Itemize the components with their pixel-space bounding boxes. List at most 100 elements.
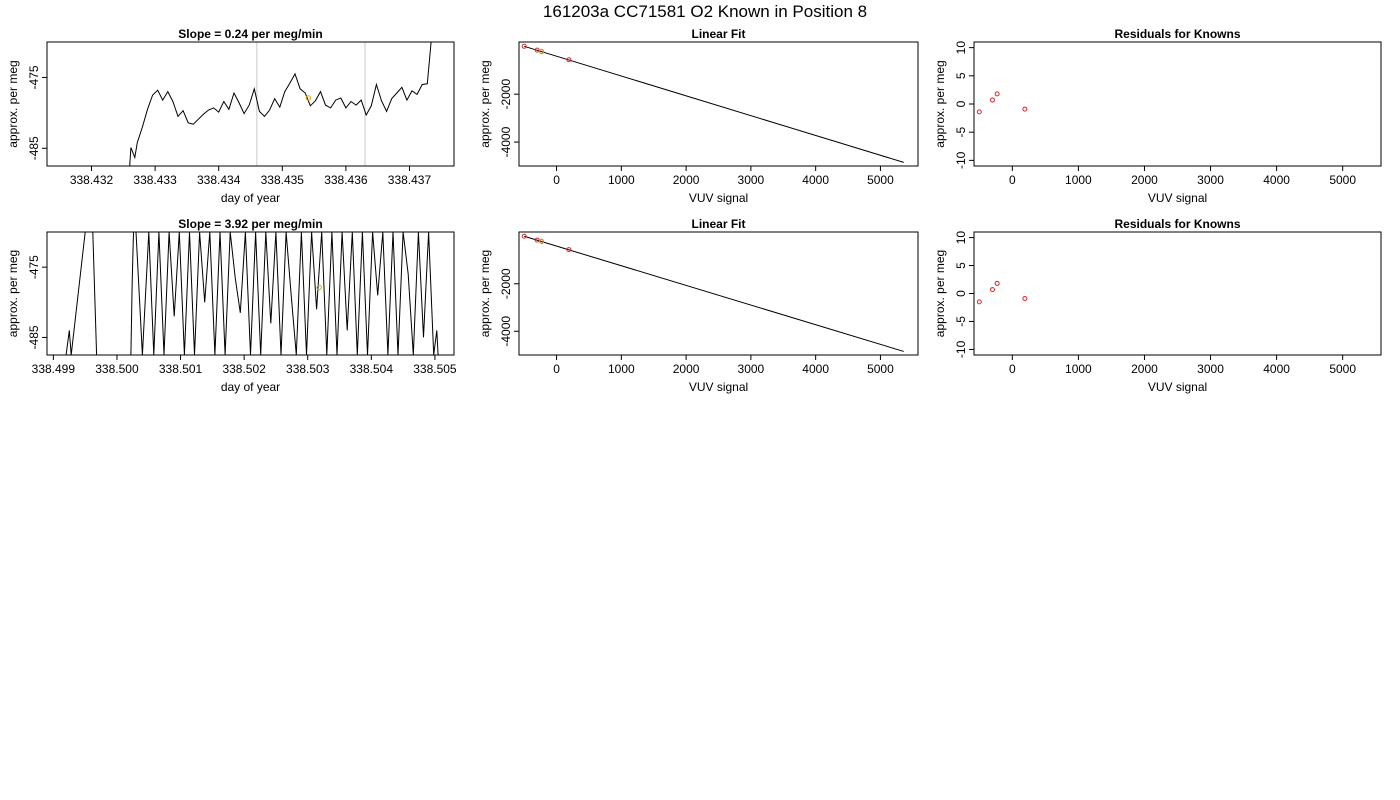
y-axis-label: approx. per meg	[478, 60, 492, 147]
x-tick-label: 2000	[673, 362, 700, 376]
panel-title: Residuals for Knowns	[1114, 27, 1240, 41]
y-tick-label: -5	[954, 316, 968, 327]
x-tick-label: 338.503	[286, 362, 330, 376]
x-tick-label: 5000	[1329, 173, 1356, 187]
series-line	[65, 232, 439, 355]
x-tick-label: 0	[553, 362, 560, 376]
x-tick-label: 338.500	[95, 362, 139, 376]
x-tick-label: 5000	[867, 173, 894, 187]
x-tick-label: 3000	[1197, 362, 1224, 376]
y-tick-label: -2000	[499, 268, 513, 299]
panel-residuals-1: Residuals for Knowns 0 1000 2000 3000 4000 500…	[933, 27, 1382, 205]
x-tick-label: 338.502	[222, 362, 266, 376]
y-tick-label: 0	[954, 100, 968, 107]
panel-title: Linear Fit	[691, 27, 745, 41]
data-point	[566, 57, 572, 63]
y-tick-label: 5	[954, 262, 968, 269]
x-tick-label: 338.435	[261, 173, 305, 187]
y-tick-label: -485	[27, 325, 41, 349]
y-tick-label: -5	[954, 127, 968, 138]
marker-point	[316, 284, 322, 291]
x-tick-label: 5000	[867, 362, 894, 376]
panels: Slope = 0.24 per meg/min 338.432 338.433 33…	[6, 27, 1382, 394]
y-axis-label: approx. per meg	[933, 60, 947, 147]
y-tick-label: 10	[954, 231, 968, 245]
panel-residuals-2: Residuals for Knowns 0 1000 2000 3000 4000 500…	[933, 217, 1382, 394]
panel-timeseries-1: Slope = 0.24 per meg/min 338.432 338.433 33…	[6, 27, 455, 205]
x-tick-label: 4000	[802, 173, 829, 187]
x-tick-label: 338.432	[70, 173, 114, 187]
series-line	[129, 42, 432, 166]
data-point	[534, 237, 540, 243]
x-tick-label: 4000	[1263, 173, 1290, 187]
x-axis-label: VUV signal	[1148, 380, 1207, 394]
y-tick-label: -475	[27, 255, 41, 279]
x-axis-label: day of year	[221, 380, 280, 394]
data-point	[976, 109, 982, 115]
data-point	[994, 91, 1000, 97]
data-point	[990, 97, 995, 103]
x-tick-label: 3000	[738, 173, 765, 187]
x-tick-label: 1000	[608, 173, 635, 187]
y-tick-label: 0	[954, 290, 968, 297]
y-tick-label: -4000	[499, 316, 513, 347]
x-tick-label: 338.436	[324, 173, 368, 187]
fit-line	[524, 45, 904, 163]
x-tick-label: 0	[1009, 362, 1016, 376]
x-tick-label: 1000	[1065, 173, 1092, 187]
plot-frame	[518, 41, 919, 167]
y-axis-label: approx. per meg	[6, 60, 20, 147]
x-tick-label: 338.505	[413, 362, 457, 376]
y-tick-label: 10	[954, 41, 968, 55]
highlight-point	[539, 48, 545, 54]
panel-title: Slope = 3.92 per meg/min	[178, 217, 322, 231]
x-axis-label: VUV signal	[689, 380, 748, 394]
panel-linear-fit-2: Linear Fit 0 1000 2000 3000 4000 5000 -2000 -400…	[478, 217, 919, 394]
data-point	[1022, 296, 1028, 302]
x-tick-label: 2000	[1131, 173, 1158, 187]
x-tick-label: 338.504	[350, 362, 394, 376]
x-tick-label: 0	[553, 173, 560, 187]
data-point	[521, 233, 527, 239]
y-axis-label: approx. per meg	[478, 250, 492, 337]
panel-title: Slope = 0.24 per meg/min	[178, 27, 322, 41]
fit-line	[524, 235, 904, 352]
data-point	[521, 43, 527, 49]
panel-title: Linear Fit	[691, 217, 745, 231]
data-point	[976, 299, 982, 305]
panel-linear-fit-1: Linear Fit 0 1000 2000 3000 4000 5000 -2000 -400…	[478, 27, 919, 205]
highlight-point	[539, 238, 545, 244]
x-tick-label: 338.433	[133, 173, 177, 187]
x-tick-label: 3000	[738, 362, 765, 376]
figure-title: 161203a CC71581 O2 Known in Position 8	[543, 2, 867, 21]
y-tick-label: -10	[954, 151, 968, 169]
data-point	[534, 47, 540, 53]
data-point	[990, 287, 995, 293]
plot-frame	[46, 231, 455, 356]
y-tick-label: 5	[954, 72, 968, 79]
x-tick-label: 2000	[673, 173, 700, 187]
data-point	[566, 247, 572, 253]
x-tick-label: 338.501	[159, 362, 203, 376]
x-tick-label: 5000	[1329, 362, 1356, 376]
y-axis-label: approx. per meg	[933, 250, 947, 337]
x-axis-label: VUV signal	[1148, 191, 1207, 205]
y-tick-label: -4000	[499, 126, 513, 157]
panel-timeseries-2: Slope = 3.92 per meg/min 338.499 338.500 33…	[6, 217, 457, 394]
x-tick-label: 338.499	[32, 362, 76, 376]
x-axis-label: day of year	[221, 191, 280, 205]
x-tick-label: 0	[1009, 173, 1016, 187]
x-tick-label: 3000	[1197, 173, 1224, 187]
x-tick-label: 4000	[802, 362, 829, 376]
x-tick-label: 1000	[608, 362, 635, 376]
x-tick-label: 4000	[1263, 362, 1290, 376]
data-point	[1022, 106, 1028, 112]
x-axis-label: VUV signal	[689, 191, 748, 205]
marker-point	[305, 95, 312, 101]
y-axis-label: approx. per meg	[6, 250, 20, 337]
y-tick-label: -10	[954, 340, 968, 358]
y-tick-label: -2000	[499, 79, 513, 110]
plot-frame	[46, 41, 455, 167]
